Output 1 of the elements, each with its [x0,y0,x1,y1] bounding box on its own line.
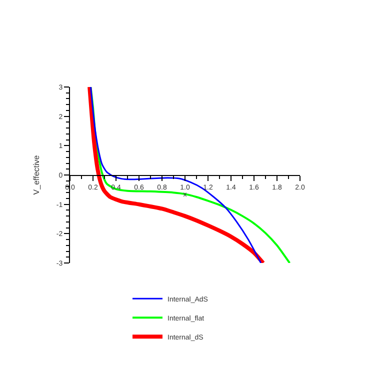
y-axis-title: V_effective [32,154,42,195]
